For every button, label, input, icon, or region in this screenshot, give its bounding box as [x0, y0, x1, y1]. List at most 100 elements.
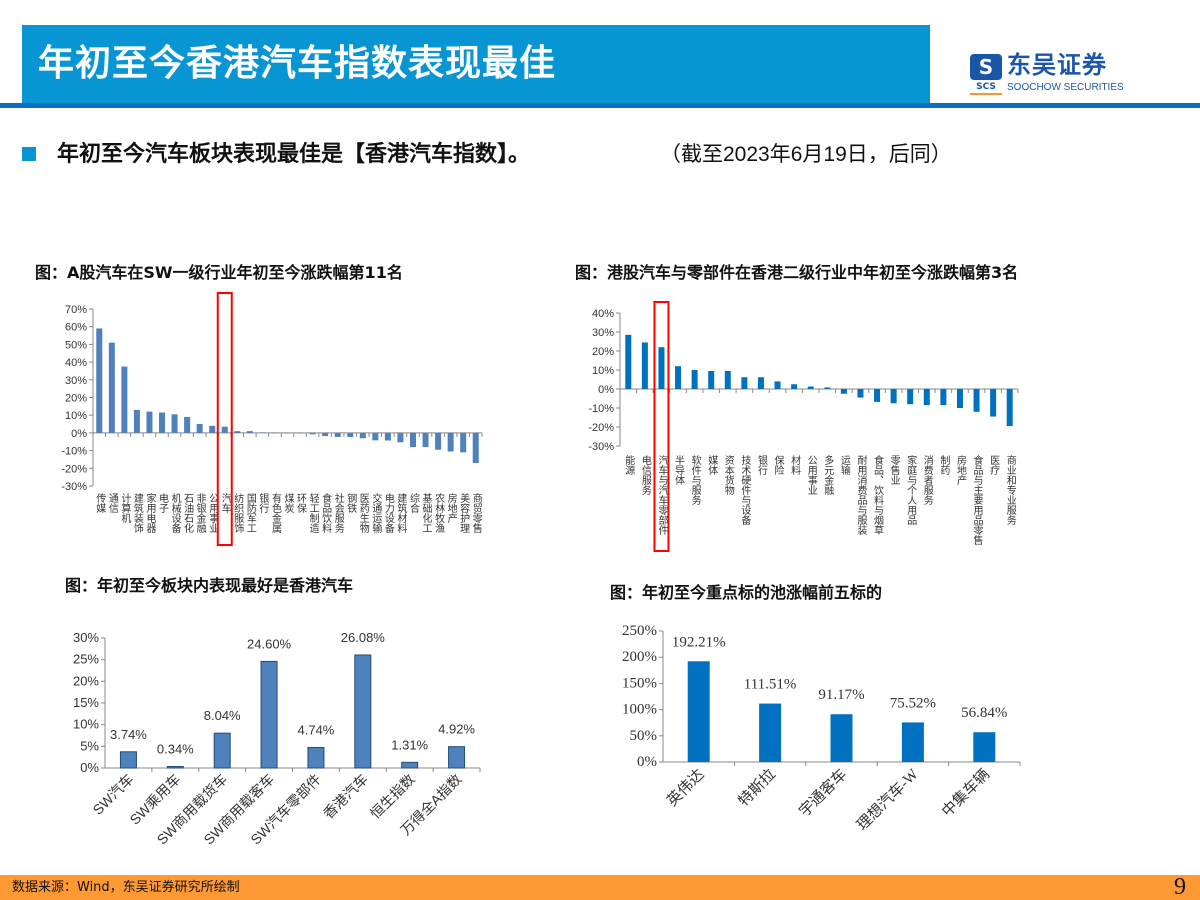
data-label: 26.08%: [341, 630, 386, 645]
x-category-label: SW汽车: [89, 771, 136, 818]
y-tick-label: 10%: [592, 365, 614, 377]
x-category-label: 多元金融: [822, 454, 834, 496]
bar: [184, 416, 191, 433]
bar: [271, 432, 278, 434]
data-label: 111.51%: [744, 677, 797, 693]
bar: [874, 389, 881, 402]
y-tick-label: 25%: [73, 652, 99, 667]
y-tick-label: 30%: [592, 327, 614, 339]
x-category-label: 运输: [838, 455, 850, 476]
highlight-box: [653, 301, 670, 552]
logo-mark-icon: S: [970, 54, 1002, 80]
x-category-label: 钢铁: [345, 492, 357, 514]
x-category-label: 汽车: [219, 492, 231, 514]
header-divider: [0, 103, 1200, 108]
y-tick-label: 150%: [622, 675, 657, 691]
bar: [246, 431, 253, 433]
bar: [759, 703, 782, 762]
x-category-label: 技术硬件与设备: [739, 454, 751, 526]
bar: [973, 732, 996, 762]
x-category-label: 医疗: [988, 455, 1000, 476]
footer-bar: 数据来源：Wind，东吴证券研究所绘制 9: [0, 875, 1200, 900]
x-category-label: 商贸零售: [470, 492, 482, 534]
bar: [133, 409, 140, 433]
y-tick-label: 50%: [65, 339, 87, 351]
x-category-label: 食品饮料: [320, 492, 332, 534]
chart3-title: 图：年初至今板块内表现最好是香港汽车: [65, 576, 354, 595]
y-tick-label: 100%: [622, 702, 657, 718]
bar: [309, 432, 316, 435]
bar: [119, 751, 137, 769]
x-category-label: 国防军工: [244, 493, 256, 533]
x-category-label: 房地产: [954, 454, 966, 486]
data-label: 24.60%: [247, 636, 292, 651]
data-label: 192.21%: [672, 634, 726, 650]
data-label: 4.74%: [298, 722, 335, 737]
data-label: 8.04%: [204, 708, 241, 723]
x-category-label: 计算机: [119, 492, 131, 524]
data-label: 75.52%: [890, 695, 936, 711]
data-label: 91.17%: [818, 687, 864, 703]
bar: [757, 377, 764, 389]
x-category-label: 保险: [772, 454, 784, 476]
y-tick-label: -30%: [61, 481, 87, 493]
data-label: 1.31%: [391, 737, 428, 752]
x-category-label: 家庭与个人用品: [905, 454, 917, 526]
logo-name-cn: 东吴证券: [1007, 51, 1107, 79]
lead-statement: 年初至今汽车板块表现最佳是【香港汽车指数】。: [57, 142, 531, 167]
bar: [347, 432, 354, 437]
x-category-label: 消费者服务: [921, 454, 933, 506]
y-tick-label: -10%: [61, 446, 87, 458]
y-tick-label: 0%: [71, 428, 87, 440]
bar: [409, 432, 416, 448]
data-source: 数据来源：Wind，东吴证券研究所绘制: [12, 880, 240, 895]
x-category-label: 房地产: [445, 492, 457, 524]
highlight-box: [216, 292, 233, 546]
x-category-label: 半导体: [673, 454, 685, 486]
x-category-label: 美容护理: [458, 492, 470, 533]
bar: [724, 370, 731, 389]
data-label: 4.92%: [438, 722, 475, 737]
bar: [807, 386, 814, 389]
bar: [401, 761, 419, 769]
y-tick-label: -30%: [588, 441, 614, 453]
bar: [96, 328, 103, 433]
y-tick-label: 70%: [65, 304, 87, 316]
bar: [791, 384, 798, 389]
bar: [641, 342, 648, 389]
x-category-label: 家用电器: [144, 492, 156, 534]
y-tick-label: 250%: [622, 623, 657, 639]
x-category-label: 资本货物: [722, 455, 734, 496]
bar: [824, 387, 831, 389]
bar: [297, 432, 304, 434]
bar: [625, 334, 632, 389]
x-category-label: 纺织服饰: [232, 492, 244, 534]
bar: [447, 432, 454, 452]
bar: [675, 366, 682, 389]
chart-hk-industries: -30% -20% -10% 0% 10% 20% 30% 40% 能源 电信服务 汽车与汽车零部件…: [588, 301, 1019, 552]
x-category-label: 汽车与汽车零部件: [656, 454, 668, 536]
x-category-label: 石油石化: [182, 493, 194, 533]
bar: [1006, 389, 1013, 427]
x-category-label: 公用事业: [805, 455, 817, 495]
bar: [384, 432, 391, 441]
data-label: 56.84%: [961, 705, 1007, 721]
y-tick-label: 0%: [598, 384, 614, 396]
y-tick-label: 10%: [65, 410, 87, 422]
x-category-label: 公用事业: [207, 493, 219, 533]
bar: [260, 660, 278, 769]
y-tick-label: 20%: [73, 673, 99, 688]
x-category-label: 香港汽车: [320, 771, 371, 822]
y-tick-label: 200%: [622, 649, 657, 665]
bar: [322, 432, 329, 437]
bar: [741, 377, 748, 389]
bar: [108, 342, 115, 433]
x-category-label: 环保: [295, 493, 307, 514]
bar: [435, 432, 442, 450]
x-category-label: 银行: [755, 454, 767, 476]
x-category-label: 食品、饮料与烟草: [872, 454, 884, 535]
bar: [907, 389, 914, 405]
y-tick-label: 10%: [73, 717, 99, 732]
bar: [658, 347, 665, 389]
page-title: 年初至今香港汽车指数表现最佳: [38, 43, 557, 84]
